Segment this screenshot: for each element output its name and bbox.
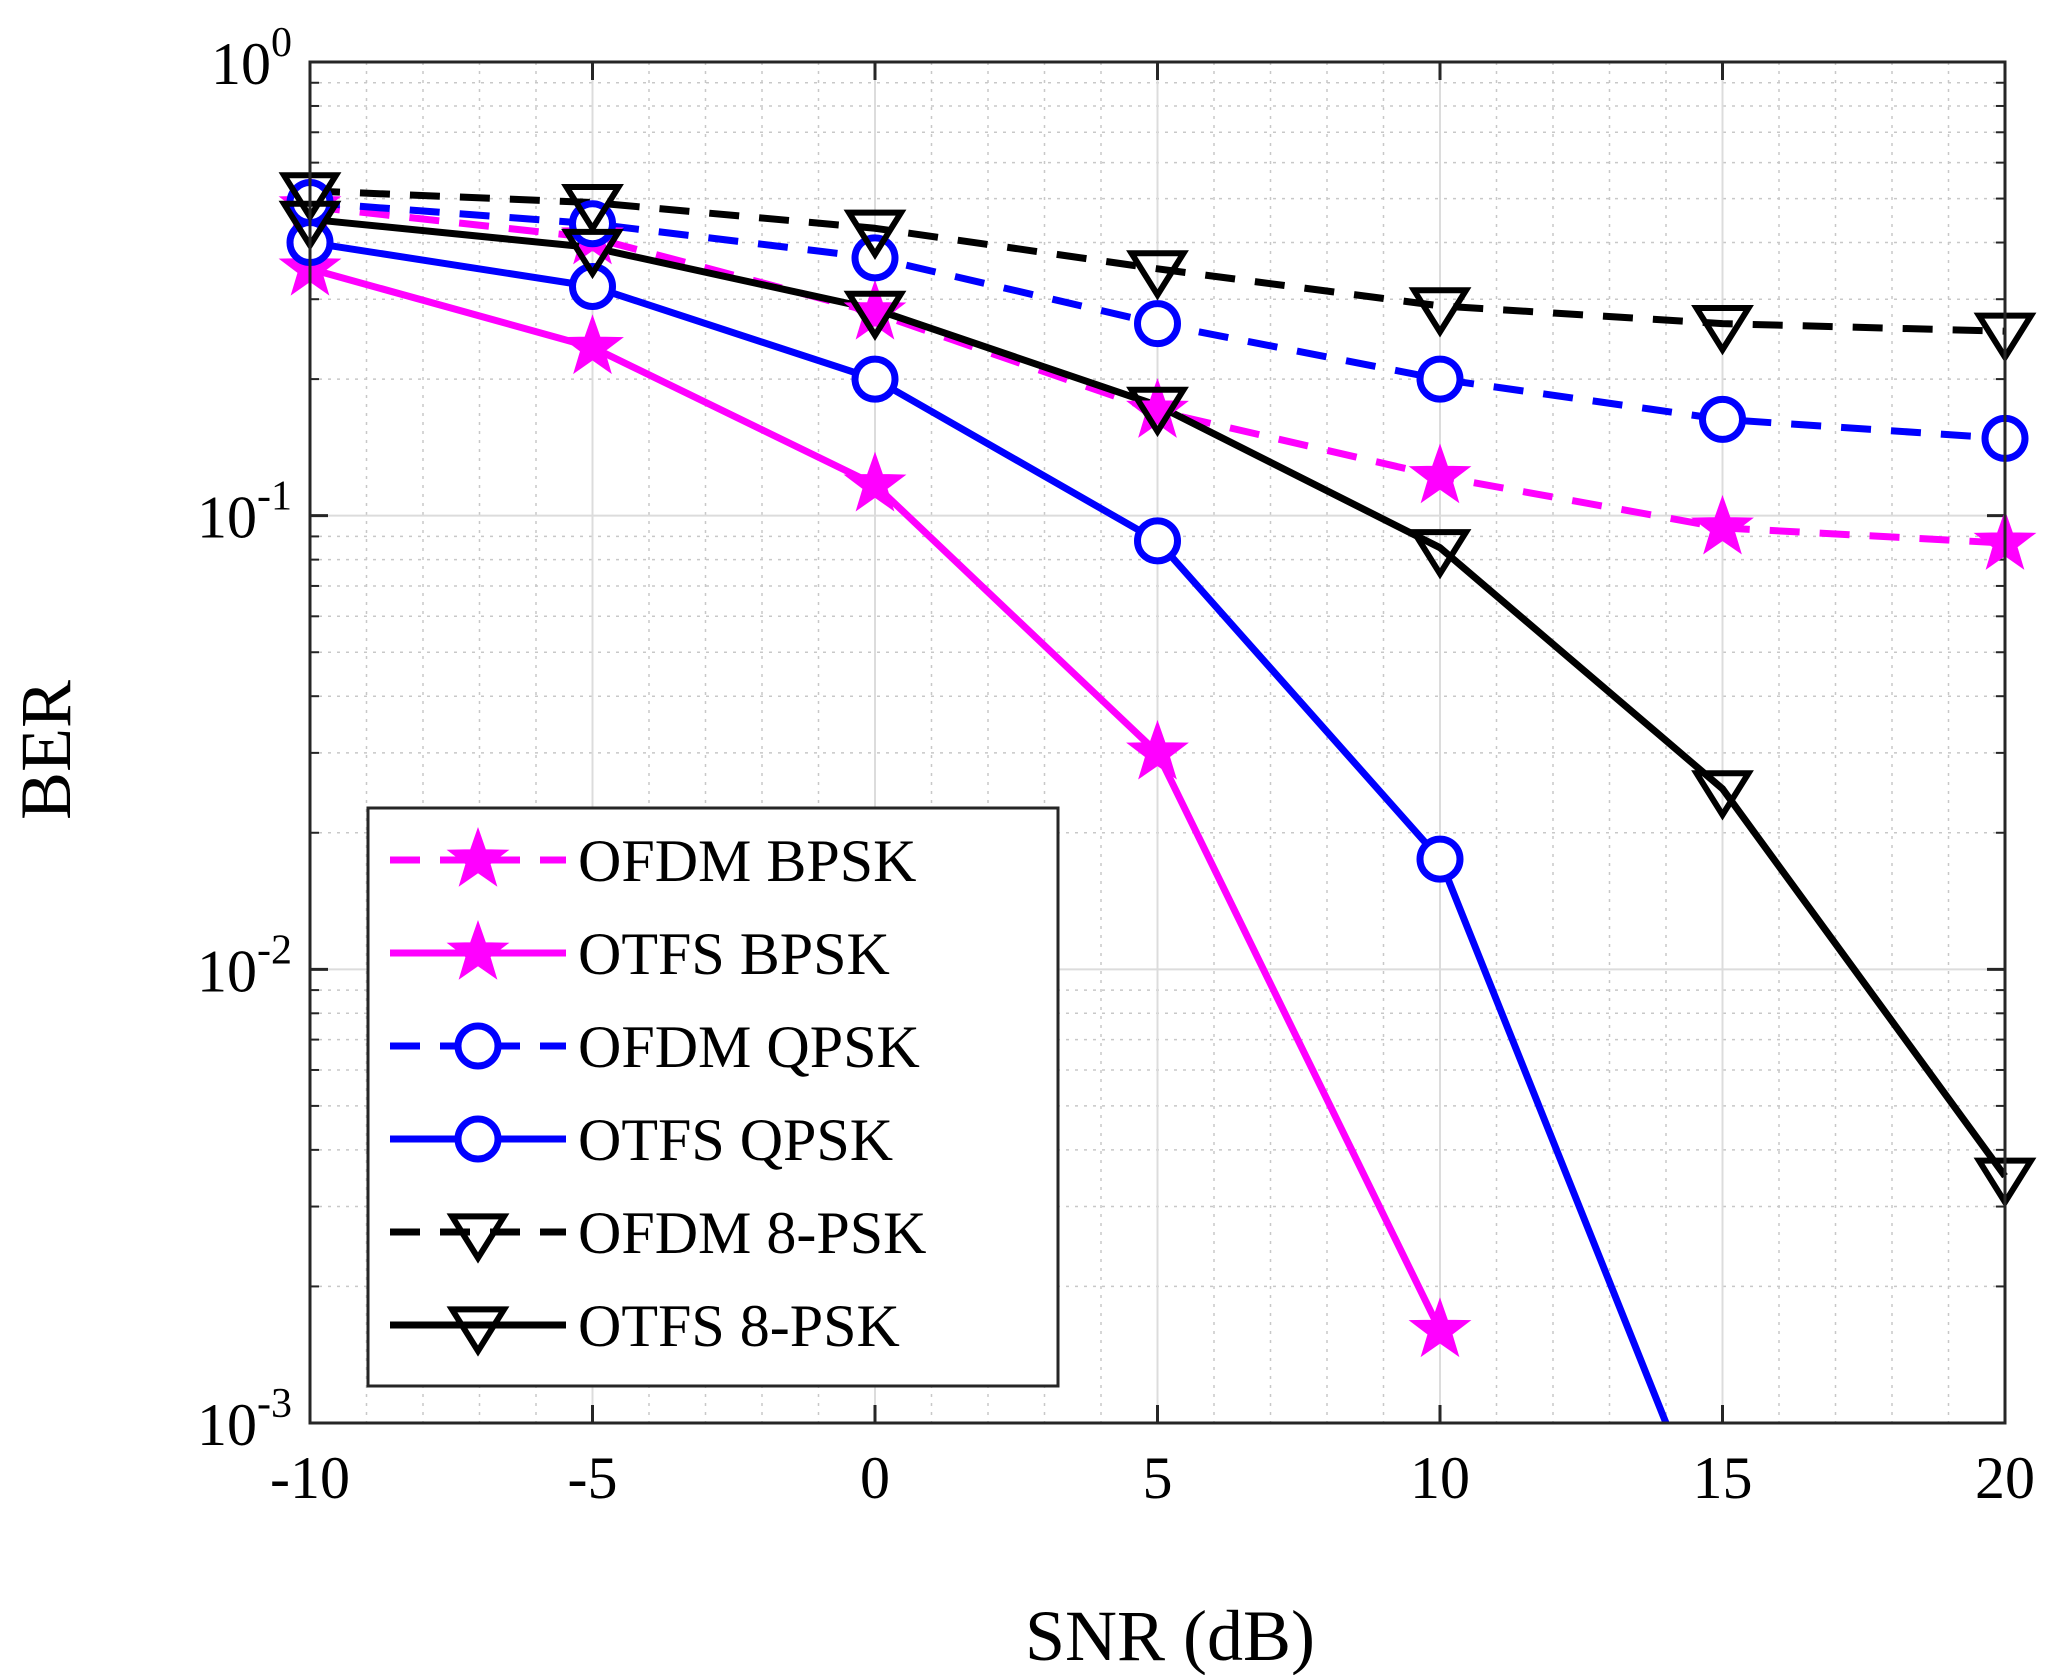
x-tick-label: 5: [1143, 1445, 1173, 1511]
data-point-otfs-8-psk: [1691, 770, 1754, 821]
data-point-ofdm-8-psk: [1691, 305, 1754, 356]
series-line-ofdm-8-psk: [309, 187, 2006, 335]
data-point-ofdm-8-psk: [843, 209, 907, 260]
x-tick-label: 0: [860, 1445, 890, 1511]
x-tick-label: -5: [568, 1445, 618, 1511]
y-tick-label: 100: [211, 20, 292, 97]
x-tick-labels: -10 -5 0 5 10 15 20: [270, 1445, 2035, 1511]
legend-marker-ofdm-qpsk: [454, 1022, 502, 1070]
series-line-otfs-qpsk: [309, 239, 1670, 1425]
y-tick-label: 10-2: [197, 927, 292, 1004]
data-point-ofdm-8-psk: [1408, 287, 1472, 338]
legend-label-ofdm-bpsk: OFDM BPSK: [578, 828, 916, 894]
legend-marker-otfs-bpsk: [446, 919, 510, 980]
data-point-otfs-qpsk: [569, 262, 616, 310]
legend-label-ofdm-8-psk: OFDM 8-PSK: [578, 1200, 926, 1266]
data-point-otfs-8-psk: [561, 228, 624, 280]
legend-label-otfs-qpsk: OTFS QPSK: [578, 1107, 893, 1173]
legend-marker-ofdm-8-psk: [446, 1213, 510, 1264]
data-point-otfs-8-psk: [1126, 386, 1189, 438]
data-point-otfs-bpsk: [561, 314, 624, 375]
x-axis-title: SNR (dB): [1025, 1596, 1315, 1675]
data-point-ofdm-qpsk: [1699, 395, 1746, 443]
y-tick-labels: 100 10-1 10-2 10-3: [197, 20, 292, 1458]
x-tick-label: -10: [270, 1445, 350, 1511]
data-point-ofdm-bpsk: [1408, 443, 1472, 504]
y-axis-title: BER: [6, 680, 86, 820]
data-point-otfs-qpsk: [851, 355, 899, 403]
data-point-otfs-8-psk: [1408, 529, 1472, 580]
data-point-otfs-8-psk: [843, 290, 907, 341]
data-point-otfs-bpsk: [843, 451, 907, 512]
x-tick-label: 10: [1410, 1445, 1470, 1511]
data-point-ofdm-8-psk: [561, 183, 624, 235]
x-tick-label: 20: [1975, 1445, 2035, 1511]
data-point-otfs-bpsk: [1126, 719, 1189, 780]
data-point-otfs-bpsk: [1408, 1297, 1472, 1358]
data-point-ofdm-qpsk: [1134, 300, 1181, 348]
plot-frame: [308, 60, 2007, 1425]
legend-label-ofdm-qpsk: OFDM QPSK: [578, 1014, 920, 1080]
legend-label-otfs-8-psk: OTFS 8-PSK: [578, 1293, 900, 1359]
data-point-otfs-qpsk: [1134, 517, 1181, 565]
legend: OFDM BPSK OTFS BPSK OFDM QPSK OTFS QPSK OFDM…: [366, 806, 1060, 1388]
legend-marker-ofdm-bpsk: [446, 826, 510, 887]
legend-label-otfs-bpsk: OTFS BPSK: [578, 921, 890, 987]
data-point-otfs-qpsk: [1416, 835, 1464, 883]
data-point-ofdm-8-psk: [1126, 250, 1189, 301]
y-tick-label: 10-3: [197, 1381, 292, 1458]
x-tick-label: 15: [1693, 1445, 1753, 1511]
data-point-ofdm-qpsk: [1416, 355, 1464, 403]
legend-marker-otfs-8-psk: [446, 1306, 510, 1357]
legend-marker-otfs-qpsk: [454, 1115, 502, 1163]
legend-box: [366, 806, 1060, 1388]
y-tick-label: 10-1: [197, 474, 292, 551]
data-point-ofdm-bpsk: [1691, 494, 1754, 555]
